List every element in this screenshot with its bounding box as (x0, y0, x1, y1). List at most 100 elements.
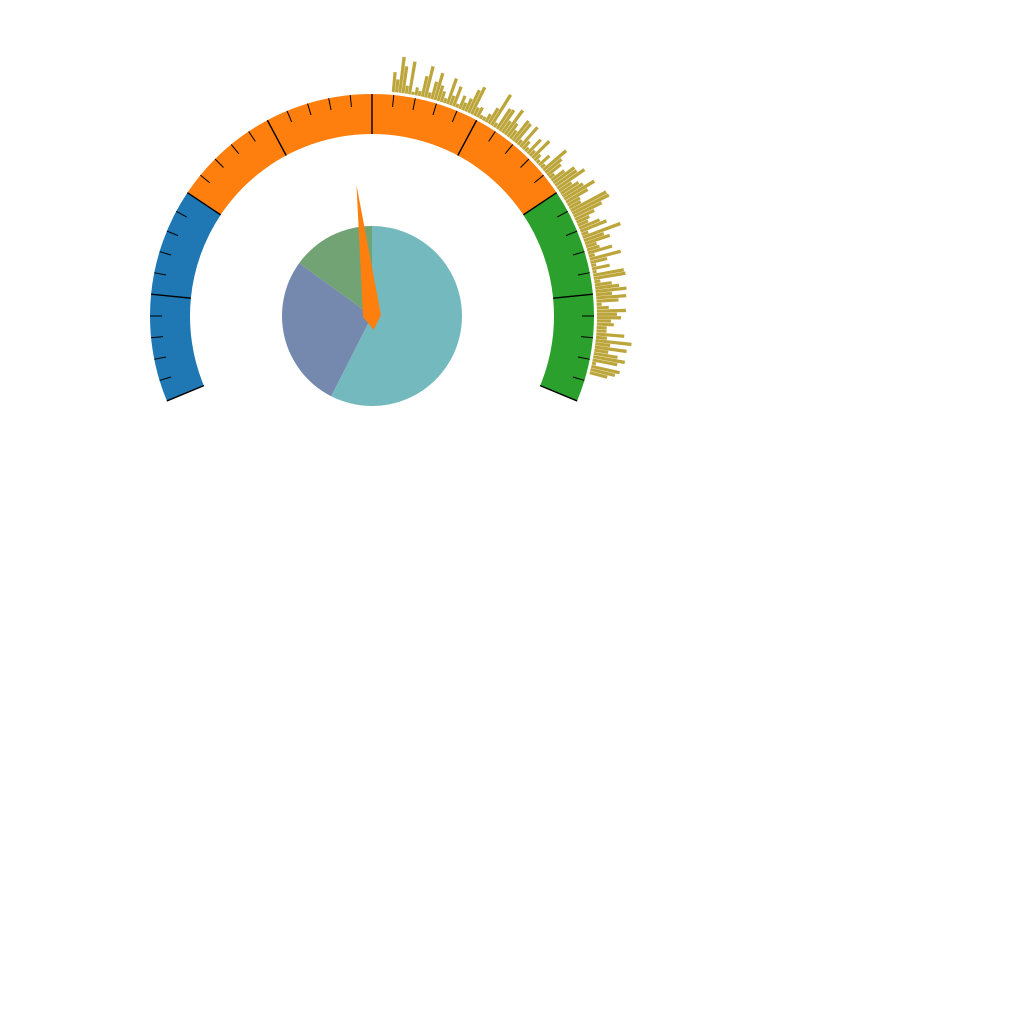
radial-bar (519, 126, 539, 148)
radial-bar (404, 85, 409, 94)
radial-bar (436, 85, 445, 102)
radial-bar (476, 106, 484, 118)
gauge-minor-tick (572, 376, 585, 381)
gauge-minor-tick (307, 103, 312, 116)
gauge-major-tick (187, 192, 222, 216)
radial-bar (473, 106, 480, 117)
radial-bar (458, 95, 467, 110)
radial-bar (546, 163, 562, 177)
radial-bar (585, 241, 598, 249)
radial-bar (424, 65, 435, 98)
radial-bar (596, 293, 627, 300)
radial-bar (493, 122, 499, 128)
radial-bar-series (391, 56, 632, 379)
radial-bar (414, 87, 419, 96)
radial-bar (528, 149, 536, 157)
gauge-minor-tick (577, 272, 590, 276)
radial-bar (596, 325, 607, 330)
radial-bar (581, 230, 589, 236)
gauge-minor-tick (151, 336, 164, 339)
gauge-major-tick (553, 293, 593, 299)
gauge-needle (356, 184, 381, 330)
radial-bar (484, 113, 492, 123)
radial-bar (470, 86, 487, 115)
gauge-minor-tick (432, 103, 437, 116)
radial-bar (552, 166, 576, 185)
radial-bar (595, 342, 611, 348)
radial-bar (526, 138, 542, 155)
gauge-major-tick (166, 385, 205, 402)
radial-bar (593, 355, 626, 365)
gauge-minor-tick (286, 110, 293, 123)
radial-bar (537, 154, 551, 167)
gauge-major-tick (266, 119, 287, 156)
radial-bar (533, 153, 542, 162)
radial-bar (461, 102, 468, 111)
gauge-minor-tick (154, 272, 167, 276)
gauge-minor-tick (556, 210, 569, 218)
radial-bar (595, 339, 632, 347)
radial-bar (589, 249, 622, 261)
radial-bar (550, 169, 566, 182)
radial-bar (455, 103, 460, 109)
radial-bar (595, 286, 627, 293)
radial-bar (420, 75, 429, 98)
radial-bar (596, 322, 614, 327)
radial-bar (540, 163, 546, 169)
gauge-bands (150, 94, 595, 401)
gauge-ticks (150, 94, 594, 402)
radial-bar (587, 244, 613, 255)
gauge-minor-tick (200, 174, 210, 184)
radial-bar (391, 71, 397, 93)
radial-bar (411, 91, 415, 95)
radial-bar (565, 188, 589, 204)
radial-bar (596, 319, 611, 323)
gauge-major-tick (539, 385, 578, 402)
gauge-band-mid (187, 94, 557, 215)
radial-bar (590, 256, 608, 264)
radial-bar (591, 361, 597, 366)
radial-bar (592, 358, 618, 367)
radial-bar (596, 305, 609, 310)
radial-bar (594, 345, 627, 354)
gauge-minor-tick (392, 95, 395, 108)
radial-bar (595, 291, 613, 297)
radial-bar (590, 368, 616, 378)
radial-bar (542, 149, 568, 172)
radial-bar (570, 190, 607, 212)
radial-bar (583, 232, 605, 242)
radial-bar (506, 122, 519, 138)
radial-bar (433, 72, 445, 101)
radial-bar (544, 158, 563, 174)
gauge-minor-tick (534, 174, 544, 184)
radial-bar (501, 120, 512, 134)
radial-bar (556, 168, 586, 190)
gauge-minor-tick (214, 158, 224, 168)
radial-bar (582, 221, 621, 239)
radial-bar (439, 90, 447, 103)
gauge-minor-tick (248, 131, 256, 142)
radial-bar (590, 263, 597, 268)
radial-bar (554, 169, 578, 187)
radial-bar (590, 364, 620, 375)
radial-bar (430, 81, 439, 100)
gauge-minor-tick (175, 210, 188, 218)
radial-bar (478, 114, 484, 120)
gauge-minor-tick (328, 98, 332, 111)
radial-bar (561, 182, 584, 198)
radial-bar (548, 172, 556, 179)
radial-bar (596, 329, 607, 333)
radial-bar (594, 279, 601, 284)
radial-bar (524, 146, 530, 153)
pie-chart (282, 226, 463, 406)
radial-bar (452, 86, 463, 107)
gauge-minor-tick (504, 144, 514, 154)
pie-slice (299, 226, 372, 316)
gauge-minor-tick (451, 110, 458, 123)
radial-bar (498, 109, 516, 132)
radial-bar (408, 61, 417, 95)
radial-bar (490, 93, 513, 127)
radial-bar (560, 180, 580, 195)
